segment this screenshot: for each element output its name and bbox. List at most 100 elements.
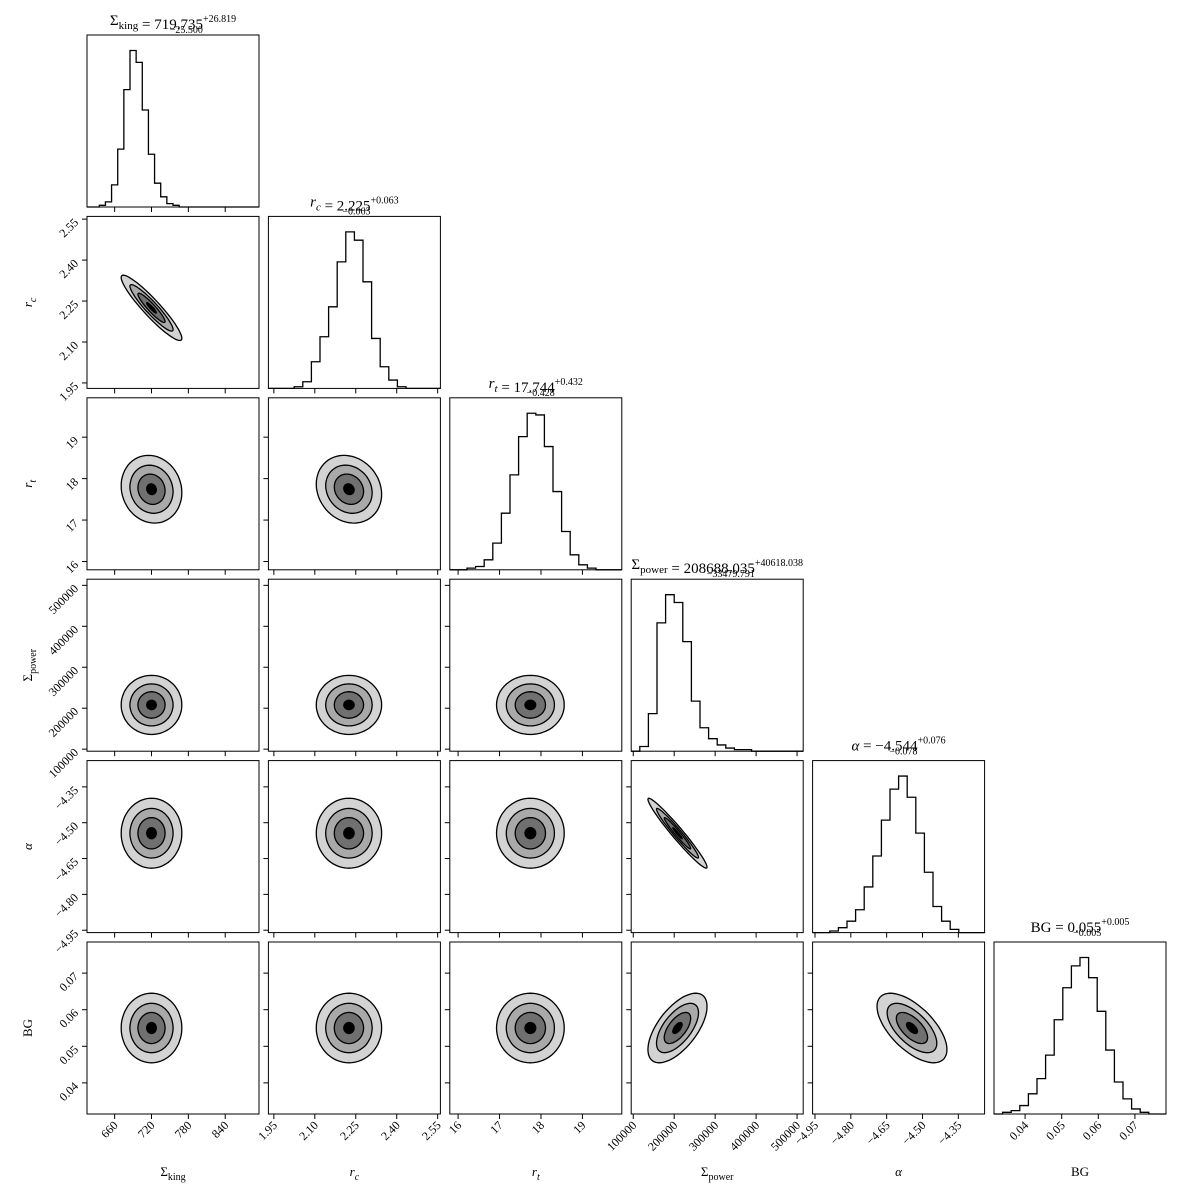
label-main: r: [350, 1164, 356, 1179]
x-tick-label: 19: [570, 1118, 588, 1136]
x-tick-label: 400000: [727, 1118, 762, 1153]
title-err-minus: −33479.791: [707, 569, 755, 580]
title-value: 719.735: [154, 17, 203, 33]
contour-level-4: [672, 827, 683, 840]
label-subscript: c: [355, 1172, 360, 1183]
contour-panel-r_c-r_t: [263, 397, 441, 575]
title-err-plus: +0.063: [371, 195, 399, 206]
contour-panel-sigma_king-bg: 660 720 780 840 0.04 0.05 0.06 0.07: [56, 941, 260, 1141]
title-equals: =: [859, 739, 875, 755]
title-main: Σ: [110, 13, 119, 29]
title-value: 17.744: [514, 380, 556, 396]
title-main: α: [851, 739, 860, 755]
panel-frame: [86, 760, 260, 934]
title-main: BG: [1031, 920, 1052, 936]
contour-level-4: [146, 699, 157, 711]
panel-frame: [86, 34, 260, 208]
panel-frame: [993, 941, 1167, 1115]
label-sigma_power: Σpower: [701, 1164, 734, 1183]
title-err-plus: +0.432: [555, 377, 583, 388]
contour-panel-sigma_power-alpha: [626, 760, 804, 938]
panel-frame: [630, 578, 804, 752]
title-err-minus: −0.005: [1073, 928, 1101, 939]
y-tick-label: 2.40: [56, 256, 81, 281]
x-tick-label: −4.80: [827, 1118, 857, 1148]
label-r_t: rt: [532, 1164, 540, 1183]
hist-panel-r_c: rc = 2.225+0.063 −0.063: [267, 194, 441, 394]
y-tick-label: −4.80: [52, 891, 82, 921]
title-r_c: rc = 2.225+0.063 −0.063: [310, 194, 399, 217]
contour-level-4: [343, 827, 355, 840]
hist-panel-r_t: rt = 17.744+0.432 −0.428: [449, 376, 623, 575]
y-tick-label: 100000: [46, 745, 81, 780]
y-tick-label: 2.25: [56, 297, 81, 322]
title-value: 2.225: [337, 198, 371, 214]
title-subscript: power: [640, 564, 668, 576]
contour-panel-r_c-bg: 1.95 2.10 2.25 2.40 2.55: [255, 941, 444, 1143]
label-subscript: power: [708, 1172, 734, 1183]
panel-frame: [267, 941, 441, 1115]
panel-frame: [267, 215, 441, 389]
contour-level-4: [146, 1021, 157, 1035]
title-subscript: king: [119, 20, 139, 32]
panel-frame: [267, 760, 441, 934]
title-value: 208688.035: [684, 561, 755, 577]
label-alpha: α: [895, 1164, 903, 1179]
y-tick-label: 16: [63, 558, 81, 576]
x-tick-label: 18: [529, 1118, 547, 1136]
contour-panel-r_t-bg: 16 17 18 19: [444, 941, 623, 1137]
panel-frame: [449, 760, 623, 934]
hist-panel-bg: BG = 0.055+0.005 −0.005 0.04 0.05 0.06 0.07: [993, 917, 1167, 1143]
contour-level-4: [146, 483, 157, 496]
y-tick-label: −4.35: [52, 783, 82, 813]
x-tick-label: 2.40: [378, 1118, 403, 1143]
label-main: Σ: [160, 1164, 168, 1179]
title-subscript: c: [316, 201, 321, 213]
title-equals: =: [321, 198, 337, 214]
label-main: r: [20, 482, 35, 488]
x-tick-label: 100000: [604, 1118, 639, 1153]
x-tick-label: 720: [135, 1118, 158, 1141]
panel-frame: [86, 215, 260, 389]
y-tick-label: 17: [63, 516, 81, 534]
contour-panel-sigma_power-bg: 100000 200000 300000 400000 500000: [604, 941, 804, 1154]
y-tick-label: −4.50: [52, 819, 82, 849]
title-err-plus: +0.005: [1101, 917, 1129, 928]
y-tick-label: 500000: [46, 582, 81, 617]
title-sigma_king: Σking = 719.735+26.819 −25.500: [110, 13, 236, 36]
title-err-plus: +26.819: [203, 14, 236, 25]
contour-level-4: [343, 483, 355, 496]
label-subscript: c: [28, 297, 39, 302]
label-sigma_power: Σpower: [20, 648, 39, 681]
title-bg: BG = 0.055+0.005 −0.005: [1031, 917, 1130, 939]
title-sigma_power: Σpower = 208688.035+40618.038 −33479.791: [631, 557, 803, 580]
label-r_c: rc: [350, 1164, 360, 1183]
title-err-minus: −0.063: [342, 206, 370, 217]
label-alpha: α: [20, 842, 35, 850]
y-tick-label: 0.06: [56, 1006, 81, 1031]
label-main: α: [20, 842, 35, 850]
y-tick-label: 2.55: [56, 215, 81, 240]
x-tick-label: 16: [446, 1118, 464, 1136]
contour-panel-sigma_king-r_c: 1.95 2.10 2.25 2.40 2.55: [56, 215, 260, 404]
title-equals: =: [138, 17, 154, 33]
title-err-plus: +40618.038: [755, 558, 803, 569]
contour-panel-r_t-alpha: [444, 760, 623, 938]
title-alpha: α = −4.544+0.076 −0.078: [851, 736, 945, 758]
x-tick-label: 2.10: [296, 1118, 321, 1143]
contour-level-4: [343, 1021, 355, 1035]
y-tick-label: 0.04: [56, 1079, 81, 1104]
title-subscript: t: [495, 383, 499, 395]
title-equals: =: [668, 561, 684, 577]
contour-level-4: [905, 1021, 919, 1035]
label-main: r: [20, 301, 35, 307]
title-main: Σ: [631, 557, 640, 573]
title-main: r: [489, 376, 495, 392]
histogram-r_t: [449, 412, 622, 571]
contour-panel-sigma_king-alpha: −4.95 −4.80 −4.65 −4.50 −4.35: [52, 760, 260, 956]
contour-level-4: [146, 827, 157, 840]
x-tick-label: 660: [98, 1118, 121, 1141]
panel-frame: [630, 941, 804, 1115]
x-tick-label: 0.07: [1116, 1118, 1141, 1143]
y-tick-label: 0.07: [56, 969, 81, 994]
